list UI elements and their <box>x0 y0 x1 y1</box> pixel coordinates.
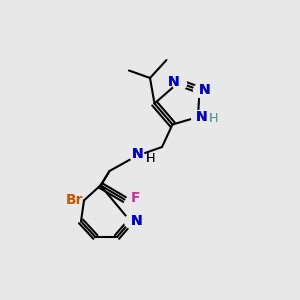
Text: N: N <box>196 110 207 124</box>
Text: N: N <box>132 148 144 161</box>
Text: N: N <box>196 110 207 124</box>
Text: N: N <box>132 148 144 161</box>
Text: F: F <box>131 191 141 205</box>
Text: Br: Br <box>66 194 83 207</box>
Text: N: N <box>199 83 211 97</box>
Text: N: N <box>131 214 142 228</box>
Text: N: N <box>199 83 211 97</box>
Text: H: H <box>146 152 156 165</box>
Text: H: H <box>209 112 218 125</box>
Text: H: H <box>146 152 156 165</box>
Text: H: H <box>209 112 218 125</box>
Text: N: N <box>167 76 179 89</box>
Text: N: N <box>167 76 179 89</box>
Text: N: N <box>131 214 142 228</box>
